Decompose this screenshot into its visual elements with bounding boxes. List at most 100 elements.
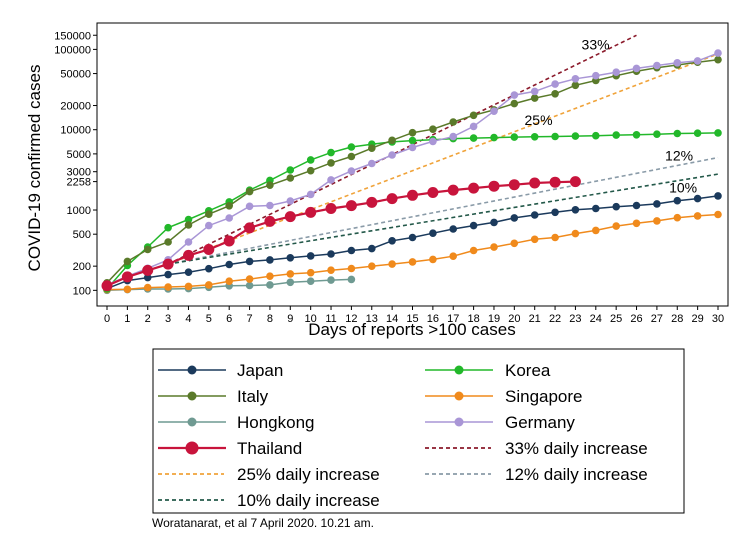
x-tick-label: 24: [590, 313, 602, 325]
data-point-germany: [653, 61, 661, 70]
data-point-thailand: [183, 249, 194, 261]
data-point-singapore: [143, 283, 152, 292]
x-tick-label: 5: [206, 313, 212, 325]
data-point-germany: [714, 49, 722, 57]
legend-label-hongkong: Hongkong: [237, 413, 315, 432]
x-tick-label: 30: [712, 313, 724, 325]
data-point-japan: [612, 202, 620, 211]
data-point-thailand: [569, 176, 581, 188]
data-point-germany: [612, 68, 620, 76]
data-point-japan: [286, 253, 295, 262]
data-point-singapore: [653, 217, 661, 225]
data-point-korea: [612, 131, 620, 139]
data-point-japan: [408, 233, 417, 242]
source-caption: Woratanarat, et al 7 April 2020. 10.21 a…: [152, 516, 374, 530]
x-tick-label: 23: [569, 313, 581, 325]
legend-label-germany: Germany: [505, 413, 575, 432]
data-point-japan: [530, 211, 539, 219]
data-point-singapore: [388, 260, 396, 268]
data-point-thailand: [366, 196, 378, 208]
x-tick-label: 13: [366, 313, 378, 325]
data-point-japan: [592, 204, 600, 213]
data-point-germany: [469, 122, 478, 131]
data-point-germany: [551, 80, 559, 88]
data-point-japan: [510, 214, 519, 222]
x-tick-label: 20: [508, 313, 520, 325]
data-point-thailand: [305, 206, 317, 218]
legend-marker-germany: [454, 417, 464, 427]
data-point-korea: [673, 129, 682, 138]
data-point-germany: [266, 201, 274, 210]
data-point-singapore: [408, 258, 417, 266]
data-point-thailand: [203, 244, 215, 255]
data-point-japan: [714, 192, 722, 200]
annotation-label: 10%: [669, 180, 697, 196]
x-tick-label: 26: [630, 313, 642, 325]
data-point-korea: [469, 134, 478, 142]
y-tick-label: 2258: [67, 177, 91, 189]
x-tick-label: 28: [671, 313, 683, 325]
data-point-singapore: [266, 272, 274, 281]
data-point-korea: [164, 223, 172, 232]
x-tick-label: 11: [325, 313, 336, 325]
data-point-hongkong: [347, 275, 356, 284]
y-tick-label: 500: [73, 229, 91, 241]
x-tick-label: 14: [386, 313, 398, 325]
data-point-japan: [693, 194, 702, 203]
data-point-singapore: [205, 281, 213, 289]
data-point-italy: [286, 174, 295, 182]
legend-marker-singapore: [454, 391, 464, 401]
data-point-italy: [551, 90, 559, 98]
data-point-korea: [347, 143, 356, 151]
annotation-label: 12%: [665, 147, 693, 163]
data-point-italy: [429, 125, 437, 133]
data-point-germany: [408, 143, 417, 152]
x-tick-label: 15: [406, 313, 418, 325]
data-point-japan: [164, 270, 172, 279]
data-point-thailand: [508, 179, 520, 191]
data-point-singapore: [571, 229, 580, 238]
data-point-singapore: [245, 275, 254, 283]
x-tick-label: 25: [610, 313, 622, 325]
x-tick-label: 1: [124, 313, 130, 325]
data-point-singapore: [632, 219, 641, 228]
data-point-thailand: [529, 177, 541, 189]
data-point-thailand: [244, 222, 256, 234]
legend-label-italy: Italy: [237, 387, 269, 406]
data-point-japan: [571, 206, 580, 214]
y-tick-label: 3000: [67, 167, 91, 179]
data-point-germany: [388, 151, 396, 159]
legend-label-25pct-daily-increase: 25% daily increase: [237, 465, 380, 484]
data-point-italy: [530, 94, 539, 102]
data-point-italy: [510, 99, 519, 108]
data-point-japan: [653, 200, 661, 208]
series-layer: [101, 34, 722, 295]
data-point-hongkong: [266, 281, 274, 289]
y-tick-label: 200: [73, 261, 91, 273]
data-point-germany: [449, 132, 458, 141]
data-point-korea: [184, 215, 193, 224]
data-point-italy: [408, 128, 417, 137]
data-point-singapore: [286, 270, 295, 278]
data-point-singapore: [469, 246, 478, 255]
x-tick-label: 19: [488, 313, 500, 325]
data-point-germany: [368, 159, 376, 168]
data-point-italy: [123, 257, 132, 266]
data-point-korea: [530, 133, 539, 141]
data-point-japan: [490, 218, 498, 227]
data-point-korea: [510, 133, 519, 141]
legend-label-thailand: Thailand: [237, 439, 302, 458]
data-point-italy: [225, 202, 233, 210]
data-point-germany: [245, 202, 254, 211]
data-point-hongkong: [327, 276, 335, 284]
data-point-japan: [266, 256, 274, 264]
series-line-10pct-daily-increase: [167, 173, 719, 265]
data-point-korea: [551, 132, 559, 141]
data-point-singapore: [612, 222, 620, 230]
y-tick-label: 1000: [67, 205, 91, 217]
data-point-singapore: [306, 268, 315, 277]
data-point-japan: [143, 273, 152, 282]
data-point-italy: [571, 81, 580, 90]
data-point-thailand: [264, 215, 276, 227]
